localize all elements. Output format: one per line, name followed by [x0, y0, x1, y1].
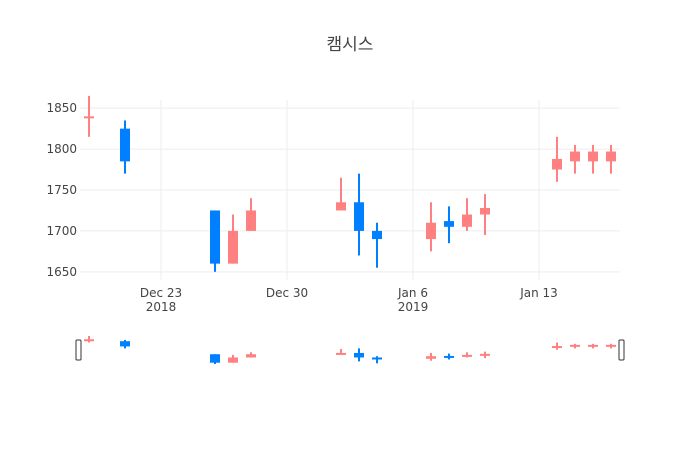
slider-candle-body [462, 354, 472, 357]
candle-body [120, 128, 130, 162]
candle-body [570, 151, 580, 162]
slider-candle [228, 354, 238, 363]
slider-candle-body [246, 354, 256, 358]
slider-handle-right[interactable] [618, 339, 625, 361]
x-tick-year-label: 2019 [398, 300, 429, 314]
slider-candle-body [480, 353, 490, 356]
slider-candle [372, 356, 382, 364]
slider-handle-left[interactable] [75, 339, 82, 361]
slider-candle-body [354, 352, 364, 358]
x-tick-label: Dec 23 [140, 286, 182, 300]
candle-body [228, 230, 238, 264]
candle-decreasing [120, 120, 130, 174]
candle-increasing [480, 194, 490, 235]
candles[interactable] [84, 95, 616, 272]
slider-candle [246, 352, 256, 358]
candle-increasing [426, 202, 436, 252]
candle-increasing [336, 177, 346, 211]
candle-body [84, 116, 94, 119]
slider-candle-body [210, 354, 220, 363]
slider-candle [210, 354, 220, 364]
candle-body [372, 230, 382, 240]
candle-increasing [228, 214, 238, 264]
candle-body [210, 210, 220, 264]
slider-candle [336, 349, 346, 355]
candle-increasing [606, 145, 616, 174]
slider-candle [480, 351, 490, 359]
candle-body [336, 202, 346, 211]
slider-candle [354, 348, 364, 362]
candle-body [480, 208, 490, 215]
slider-candle-body [84, 339, 94, 342]
slider-candle-body [606, 344, 616, 347]
range-slider[interactable] [75, 336, 625, 364]
slider-candle-body [444, 355, 454, 358]
candle-body [246, 210, 256, 231]
y-tick-label: 1750 [46, 183, 77, 197]
candle-body [426, 222, 436, 240]
slider-candle [84, 336, 94, 343]
candle-decreasing [210, 210, 220, 272]
slider-candle-body [372, 357, 382, 360]
candle-body [606, 151, 616, 162]
grid [80, 100, 620, 280]
candle-increasing [552, 136, 562, 182]
slider-candle [120, 339, 130, 349]
slider-candle [588, 343, 598, 349]
slider-candle [570, 343, 580, 349]
candle-decreasing [354, 173, 364, 256]
y-tick-label: 1700 [46, 224, 77, 238]
slider-candle [444, 353, 454, 360]
candle-decreasing [444, 206, 454, 244]
slider-candle-body [228, 357, 238, 363]
x-tick-year-label: 2018 [146, 300, 177, 314]
candle-increasing [588, 145, 598, 174]
slider-candle-body [426, 356, 436, 359]
candle-body [588, 151, 598, 162]
slider-candle-body [570, 344, 580, 347]
slider-candle [606, 343, 616, 349]
candle-decreasing [372, 222, 382, 268]
slider-candle [426, 352, 436, 361]
candle-body [354, 202, 364, 231]
chart-title: 캠시스 [327, 35, 374, 55]
x-tick-label: Dec 30 [266, 286, 308, 300]
slider-candle [552, 342, 562, 350]
slider-candle-body [336, 352, 346, 355]
slider-candle-body [552, 346, 562, 349]
candle-body [552, 158, 562, 170]
candle-increasing [570, 145, 580, 174]
y-tick-label: 1800 [46, 142, 77, 156]
candle-increasing [462, 198, 472, 231]
candle-increasing [246, 198, 256, 231]
y-tick-label: 1650 [46, 265, 77, 279]
x-tick-label: Jan 6 [397, 286, 428, 300]
candle-increasing [84, 95, 94, 137]
slider-candle-body [120, 341, 130, 347]
candle-body [462, 214, 472, 227]
x-tick-label: Jan 13 [519, 286, 558, 300]
candle-body [444, 221, 454, 227]
slider-candle-body [588, 344, 598, 347]
slider-candle [462, 352, 472, 358]
y-tick-label: 1850 [46, 101, 77, 115]
